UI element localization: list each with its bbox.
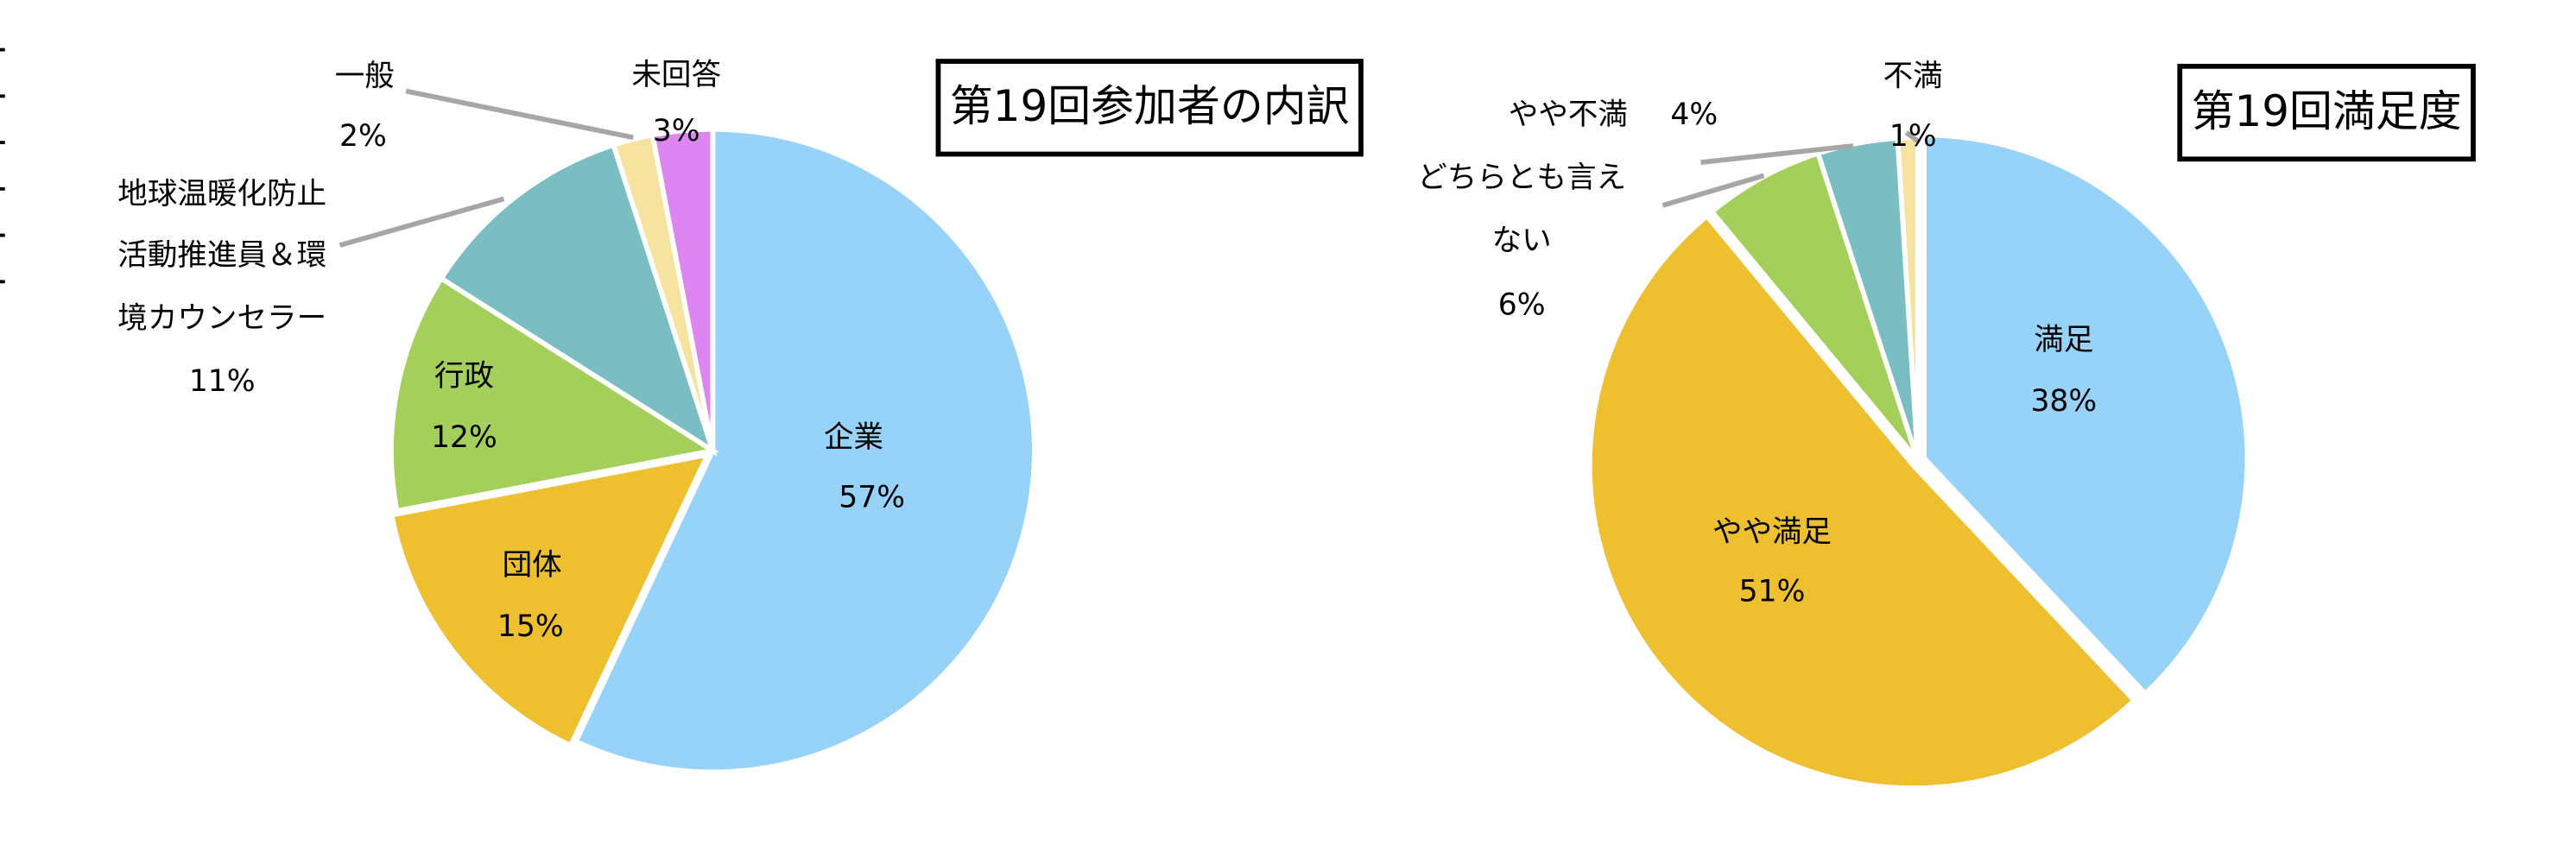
slice-name-label: 地球温暖化防止 <box>117 177 326 211</box>
slice-name-label: 未回答 <box>631 58 721 92</box>
slice-value-label: 15% <box>497 609 564 644</box>
participants-chart-title: 第19回参加者の内訳 <box>950 81 1350 131</box>
slice-name-label: 境カウンセラー <box>117 301 326 336</box>
slice-name-label: やや不満 <box>1509 98 1628 132</box>
slice-value-label: 4% <box>1670 98 1718 132</box>
slice-name-label: 一般 <box>335 60 395 94</box>
slice-value-label: 12% <box>431 420 497 455</box>
pie-slice <box>438 142 718 457</box>
slice-name-label: 活動推進員＆環 <box>117 238 326 273</box>
slice-name-label: ない <box>1492 224 1552 258</box>
slice-value-label: 2% <box>339 119 387 154</box>
slice-value-label: 3% <box>653 114 700 148</box>
slice-value-label: 1% <box>1889 119 1937 154</box>
participants-pie-chart: 第19回参加者の内訳 企業 57% 団体 15% 行政 12% 地球温暖化防止活動推進員＆環… <box>117 58 1364 775</box>
slice-name-label: やや満足 <box>1712 515 1832 550</box>
slice-name-label: 不満 <box>1883 60 1943 94</box>
satisfaction-leader-lines <box>1661 130 1921 208</box>
satisfaction-chart-title-box <box>2177 63 2476 162</box>
pie-slice <box>1587 212 2138 791</box>
participants-leader-lines <box>339 88 634 248</box>
pie-slice <box>1921 132 2250 697</box>
slice-name-label: どちらとも言え <box>1417 161 1626 195</box>
slice-name-label: 企業 <box>824 420 883 455</box>
slice-value-label: 57% <box>839 480 905 514</box>
left-edge-ticks <box>0 47 5 284</box>
slice-value-label: 51% <box>1739 575 1806 609</box>
pie-slice <box>1895 135 1921 461</box>
participants-chart-title-box <box>935 59 1364 157</box>
slice-name-label: 団体 <box>503 548 562 583</box>
slice-value-label: 6% <box>1498 288 1546 323</box>
pie-slice <box>389 451 712 749</box>
slice-value-label: 38% <box>2030 384 2097 419</box>
slice-name-label: 満足 <box>2034 323 2093 357</box>
satisfaction-chart-title: 第19回満足度 <box>2192 86 2462 136</box>
slice-name-label: 行政 <box>434 359 494 394</box>
satisfaction-slices <box>1587 132 2250 791</box>
participants-slices <box>389 126 1037 775</box>
pie-slice <box>389 274 720 514</box>
pie-slice <box>649 126 716 451</box>
slice-value-label: 11% <box>189 364 256 399</box>
pie-slice <box>573 126 1037 775</box>
